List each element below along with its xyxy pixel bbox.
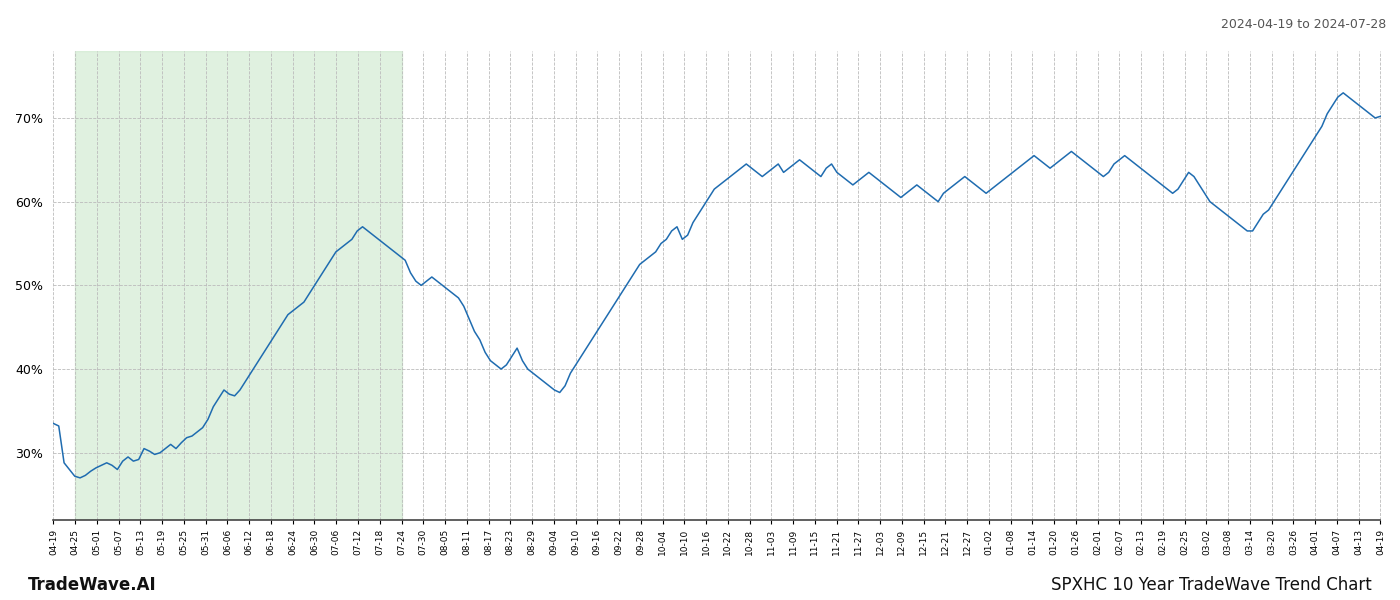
- Bar: [76, 51, 402, 520]
- Text: TradeWave.AI: TradeWave.AI: [28, 576, 157, 594]
- Text: 2024-04-19 to 2024-07-28: 2024-04-19 to 2024-07-28: [1221, 18, 1386, 31]
- Text: SPXHC 10 Year TradeWave Trend Chart: SPXHC 10 Year TradeWave Trend Chart: [1051, 576, 1372, 594]
